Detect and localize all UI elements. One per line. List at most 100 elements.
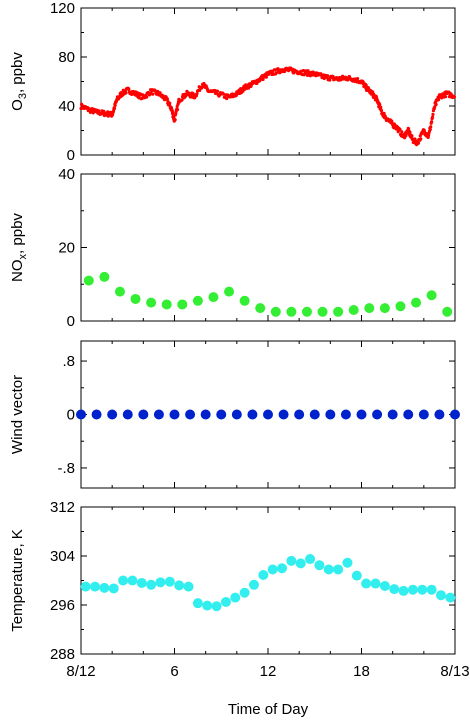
data-point xyxy=(276,67,280,71)
data-point xyxy=(372,409,383,420)
x-axis: 8/12 6 12 18 8/13 Time of Day xyxy=(66,663,469,718)
y-tick-label: 80 xyxy=(58,49,75,66)
data-point xyxy=(417,584,428,595)
data-point xyxy=(342,557,353,568)
data-point xyxy=(408,130,412,134)
data-point xyxy=(434,409,445,420)
data-point xyxy=(183,581,194,592)
data-point xyxy=(286,306,297,317)
data-point xyxy=(379,105,383,109)
y-tick-label: 312 xyxy=(50,499,75,516)
data-point xyxy=(314,560,325,571)
series-temp xyxy=(80,554,456,612)
data-point xyxy=(239,587,250,598)
data-point xyxy=(370,578,381,589)
data-point xyxy=(325,409,336,420)
data-point xyxy=(452,95,457,99)
data-point xyxy=(122,409,133,420)
data-point xyxy=(445,592,456,603)
data-point xyxy=(389,584,400,595)
data-point xyxy=(174,580,185,591)
y-axis-label: O3, ppbv xyxy=(9,52,29,111)
data-point xyxy=(410,134,414,138)
series-wind xyxy=(76,409,460,420)
data-point xyxy=(192,295,203,306)
y-axis-label: NOx, ppbv xyxy=(9,213,29,282)
data-point xyxy=(429,125,433,129)
data-point xyxy=(356,77,360,81)
data-point xyxy=(124,91,128,95)
data-point xyxy=(379,109,384,113)
data-point xyxy=(246,86,251,90)
data-point xyxy=(400,130,404,134)
data-point xyxy=(407,584,418,595)
x-tick-label: 8/13 xyxy=(440,663,469,680)
data-point xyxy=(317,306,328,317)
data-point xyxy=(431,112,435,117)
data-point xyxy=(173,118,177,122)
data-point xyxy=(294,409,305,420)
series-nox xyxy=(83,271,453,317)
data-point xyxy=(426,290,437,301)
data-point xyxy=(364,83,368,87)
data-point xyxy=(208,292,219,303)
data-point xyxy=(378,102,382,107)
data-point xyxy=(97,109,101,113)
data-point xyxy=(277,563,288,574)
data-point xyxy=(130,293,141,304)
data-point xyxy=(270,306,281,317)
y-tick-label: 20 xyxy=(58,240,75,257)
data-point xyxy=(430,115,435,119)
data-point xyxy=(333,564,344,575)
data-point xyxy=(443,95,448,99)
data-point xyxy=(351,570,362,581)
data-point xyxy=(387,409,398,420)
y-axis-label: Wind vector xyxy=(9,375,26,454)
y-tick-label: 304 xyxy=(50,548,75,565)
data-point xyxy=(153,409,164,420)
data-point xyxy=(171,110,175,115)
data-point xyxy=(90,581,101,592)
data-point xyxy=(220,596,231,607)
data-point xyxy=(146,579,157,590)
panel-temp: 288 296 304 312 Temperature, K xyxy=(9,499,456,663)
data-point xyxy=(356,409,367,420)
y-tick-label: 296 xyxy=(50,597,75,614)
data-point xyxy=(305,554,316,565)
data-point xyxy=(426,133,431,138)
data-point xyxy=(224,286,235,297)
data-point xyxy=(382,111,386,116)
data-point xyxy=(267,564,278,575)
data-point xyxy=(164,576,175,587)
data-point xyxy=(180,98,184,102)
y-tick-label: 288 xyxy=(50,646,75,663)
data-point xyxy=(175,108,180,112)
data-point xyxy=(264,75,268,79)
data-point xyxy=(200,409,211,420)
data-point xyxy=(333,306,344,317)
data-point xyxy=(106,110,110,114)
data-point xyxy=(185,409,196,420)
data-point xyxy=(216,409,227,420)
data-point xyxy=(361,578,372,589)
data-point xyxy=(239,295,250,306)
data-point xyxy=(151,92,155,96)
panels: 0 40 80 120 O3, ppbv 0 20 40 NOx, ppbv -.8 0 .8 Wind… xyxy=(9,0,460,663)
y-tick-label: 0 xyxy=(67,313,75,330)
y-tick-label: -.8 xyxy=(57,460,75,477)
data-point xyxy=(286,555,297,566)
data-point xyxy=(230,592,241,603)
data-point xyxy=(195,92,199,96)
data-point xyxy=(99,582,110,593)
y-tick-label: 120 xyxy=(50,0,75,17)
data-point xyxy=(215,89,220,93)
y-tick-label: 0 xyxy=(67,407,75,424)
data-point xyxy=(155,577,166,588)
data-point xyxy=(450,409,460,420)
data-point xyxy=(161,299,172,310)
data-point xyxy=(395,301,406,312)
data-point xyxy=(258,569,269,580)
data-point xyxy=(398,585,409,596)
data-point xyxy=(430,120,434,124)
